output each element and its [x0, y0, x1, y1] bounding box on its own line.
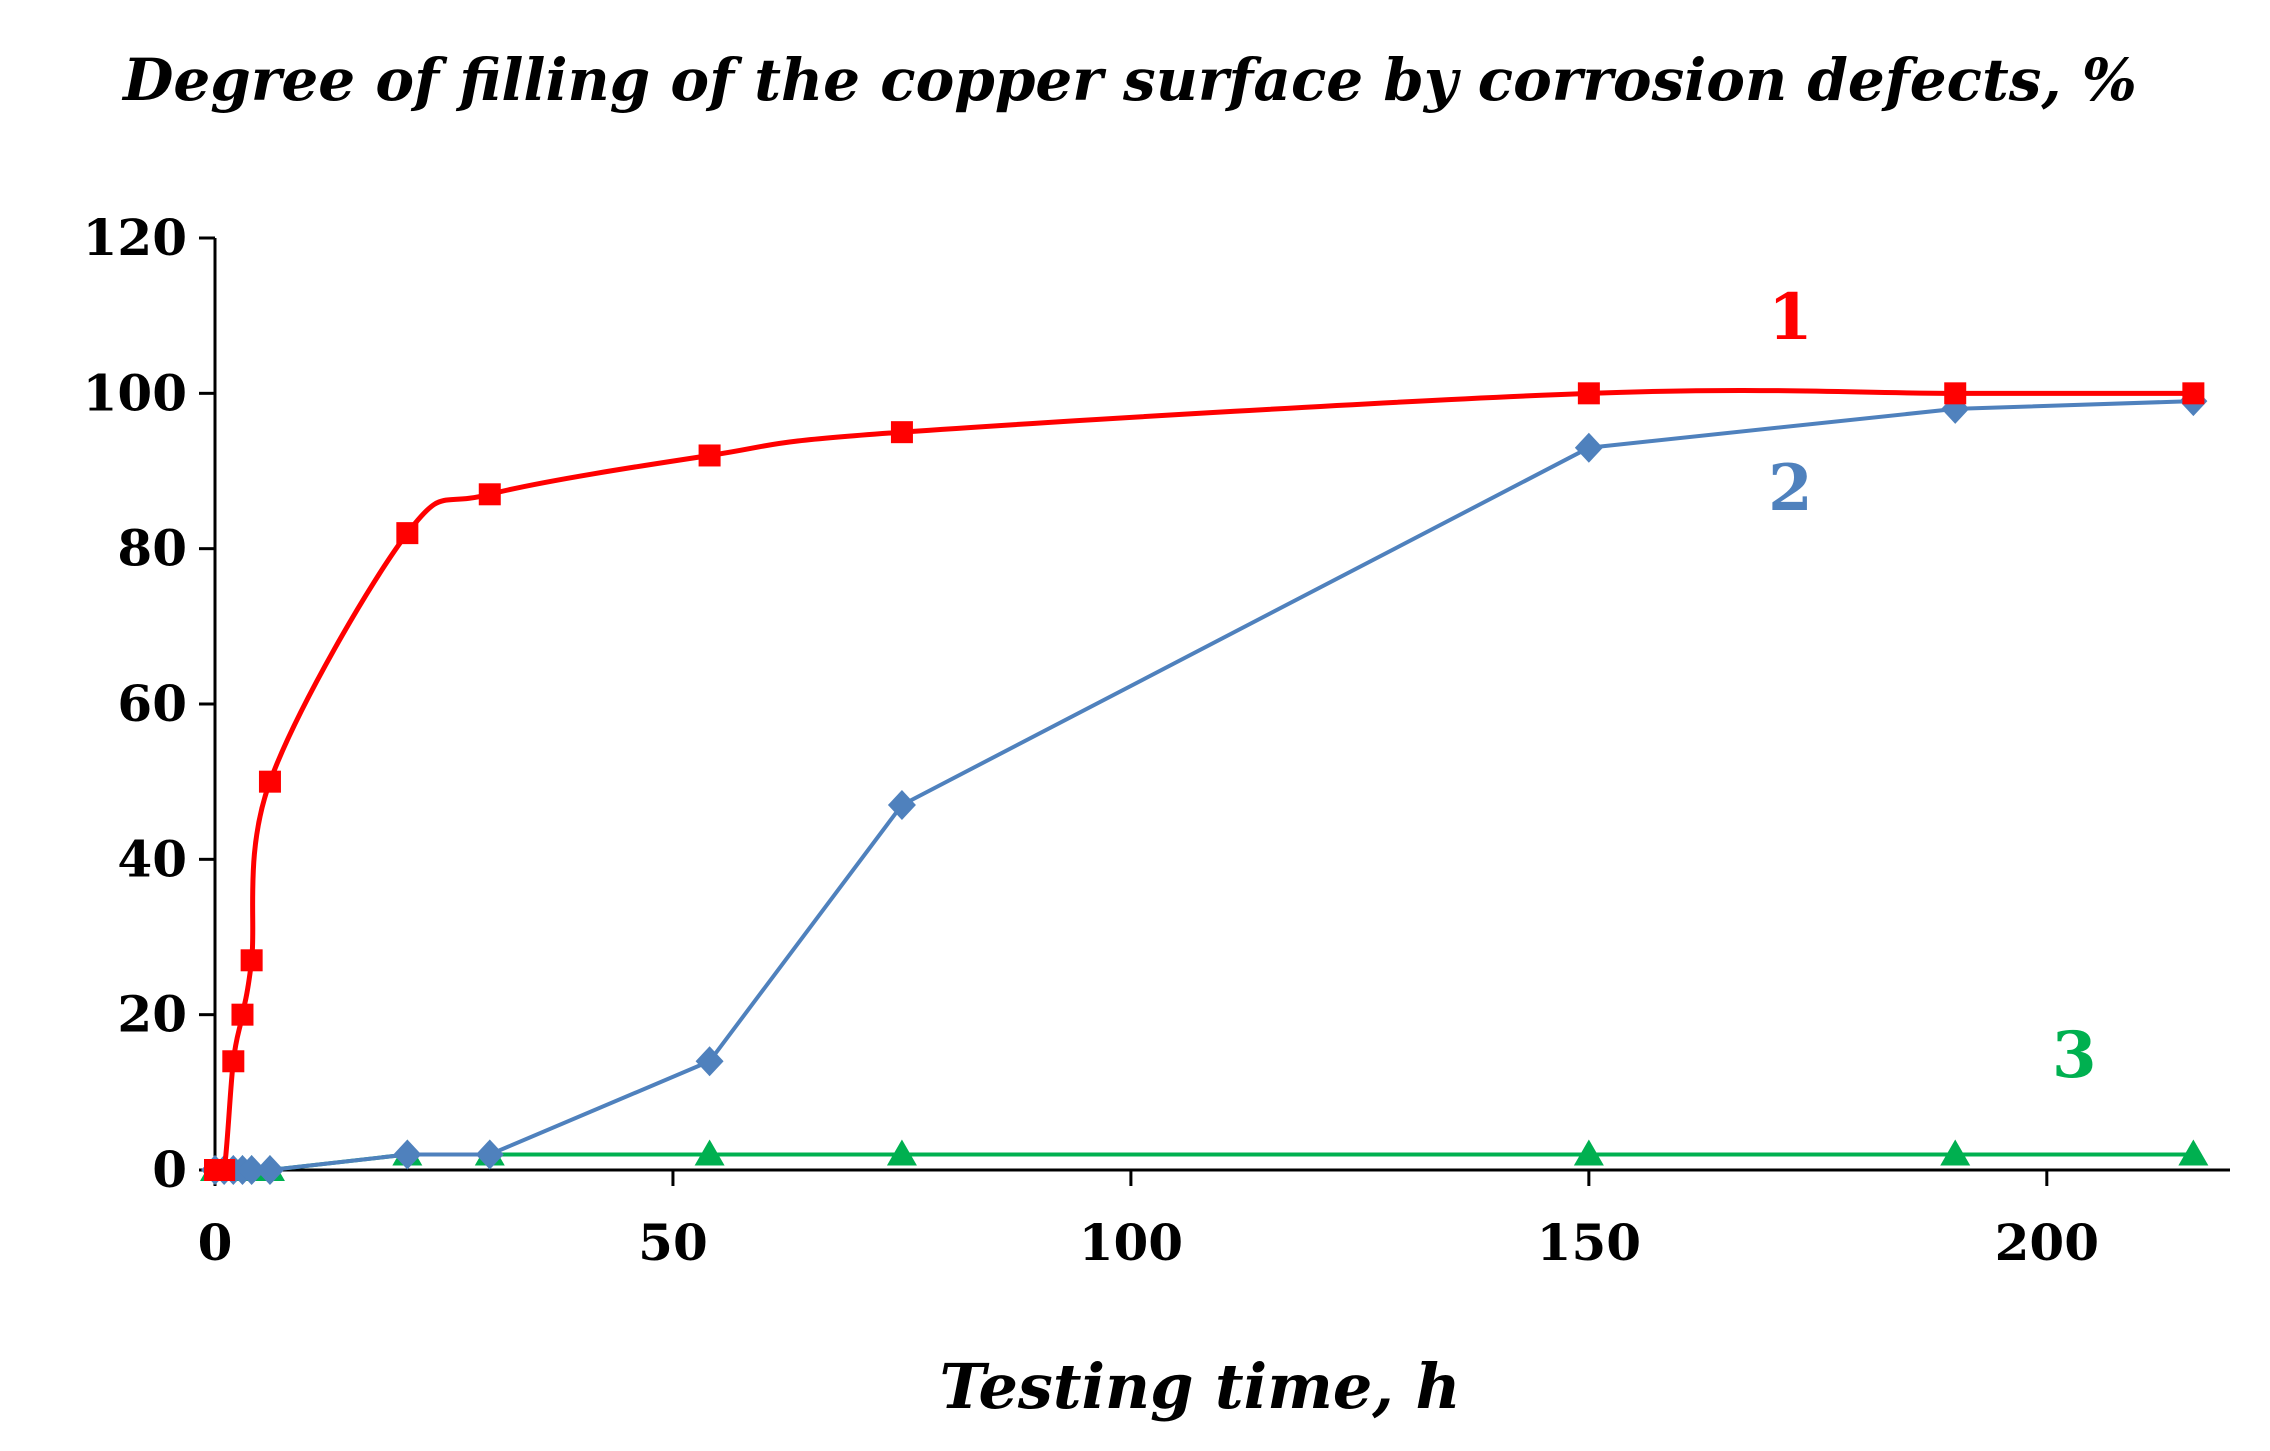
chart-title: Degree of filling of the copper surface … [121, 46, 2137, 114]
x-axis-ticks: 0 50 100 150 200 [198, 1170, 2099, 1272]
series-3-point [2178, 1139, 2209, 1166]
y-tick-label: 120 [83, 208, 187, 267]
y-tick-label: 40 [117, 829, 187, 888]
series-1-point [1577, 382, 1600, 405]
x-tick-label: 200 [1995, 1213, 2099, 1272]
x-tick-label: 50 [638, 1213, 708, 1272]
series-1-label: 1 [1768, 280, 1813, 355]
series-2-point [887, 789, 916, 820]
y-tick-label: 80 [117, 519, 187, 578]
y-tick-label: 100 [83, 363, 187, 422]
x-tick-label: 100 [1079, 1213, 1183, 1272]
series-1-point [2182, 382, 2205, 405]
series-3-point [694, 1139, 725, 1166]
y-tick-label: 60 [117, 674, 187, 733]
y-tick-label: 20 [117, 985, 187, 1044]
series-1-point [213, 1159, 236, 1181]
series-2-line [215, 399, 2194, 1172]
series-3-point [1940, 1139, 1971, 1166]
x-axis-title: Testing time, h [939, 1350, 1460, 1423]
series-2-point [475, 1139, 504, 1170]
y-axis-ticks: 0 20 40 60 80 100 120 [83, 208, 215, 1199]
series-2-point [695, 1046, 724, 1077]
series-3-line [215, 1152, 2194, 1172]
series-1-point [698, 444, 721, 467]
series-1-point [1944, 382, 1967, 405]
series-1-point [396, 522, 419, 545]
series-3-point [1573, 1139, 1604, 1166]
y-tick-label: 0 [152, 1140, 187, 1199]
series-3 [200, 1139, 2209, 1181]
series-layer [200, 382, 2209, 1185]
series-2-point [1574, 432, 1603, 463]
series-2-label: 2 [1768, 451, 1813, 526]
series-1-point [231, 1003, 254, 1026]
series-3-point [886, 1139, 917, 1166]
x-tick-label: 150 [1537, 1213, 1641, 1272]
series-2 [201, 386, 2208, 1185]
series-1 [204, 382, 2205, 1181]
series-2-point [237, 1155, 266, 1185]
series-1-point [478, 483, 501, 506]
x-tick-label: 0 [198, 1213, 233, 1272]
series-1-point [222, 1050, 245, 1073]
series-2-point [393, 1139, 422, 1170]
series-3-label: 3 [2052, 1018, 2097, 1093]
series-2-point [255, 1155, 284, 1185]
series-1-line [212, 387, 2194, 1181]
series-labels: 1 2 3 [1768, 280, 2096, 1093]
series-1-point [240, 949, 263, 972]
series-1-point [890, 421, 913, 444]
series-1-point [258, 770, 281, 793]
